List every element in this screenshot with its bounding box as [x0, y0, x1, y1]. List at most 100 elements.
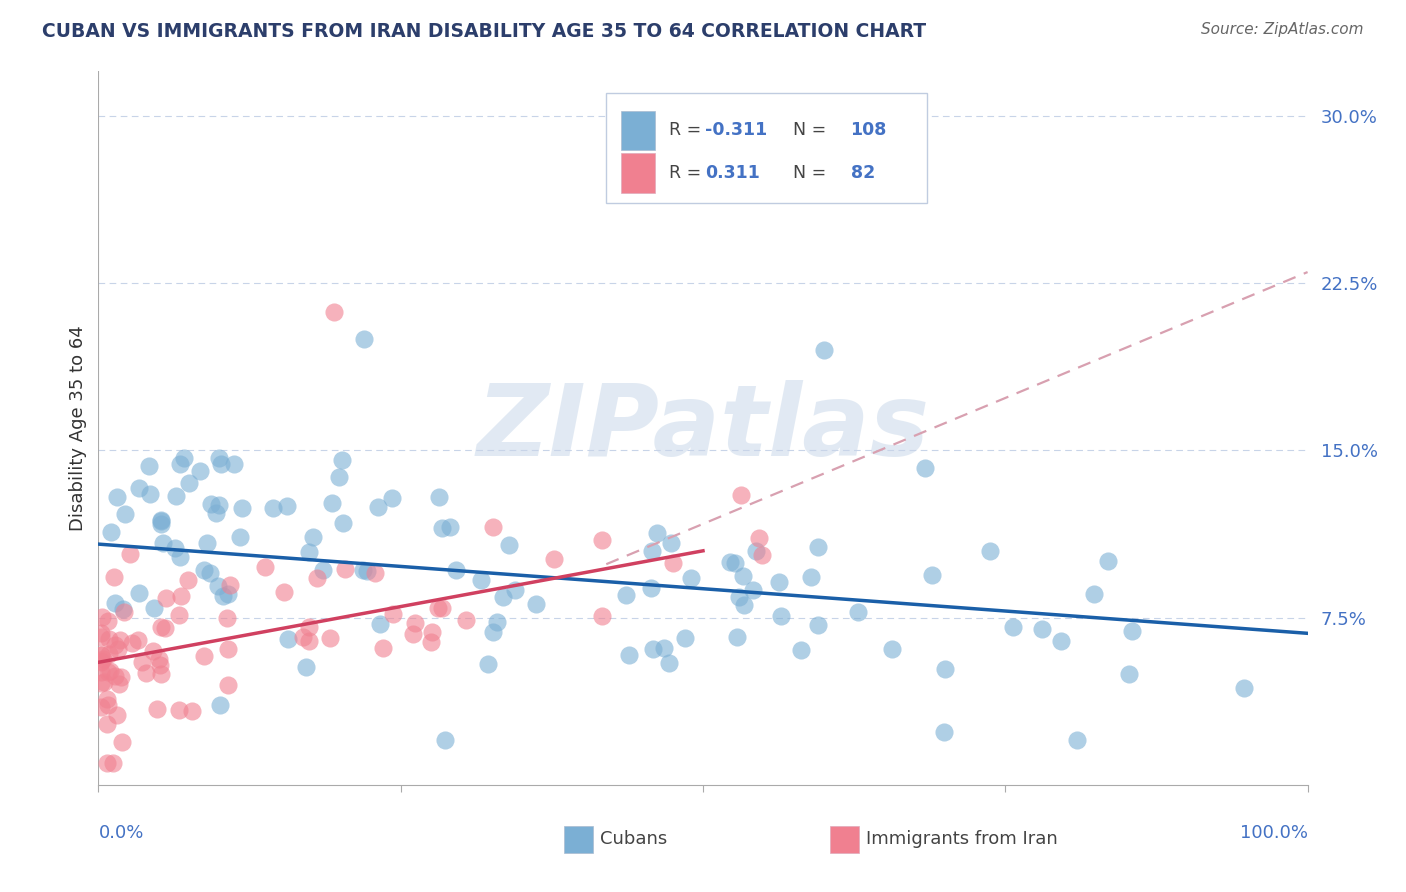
Text: R =: R =	[669, 121, 707, 139]
Point	[198, 566, 221, 581]
Text: ZIPatlas: ZIPatlas	[477, 380, 929, 476]
Point	[219, 578, 242, 592]
Point	[470, 573, 492, 587]
Point	[91, 652, 114, 666]
Text: 0.311: 0.311	[706, 164, 761, 182]
Point	[1097, 554, 1119, 568]
Point	[790, 642, 813, 657]
Point	[93, 674, 115, 689]
Point	[90, 676, 112, 690]
Point	[97, 614, 120, 628]
Point	[90, 700, 112, 714]
Point	[91, 610, 114, 624]
Point	[641, 641, 664, 656]
Point	[420, 624, 443, 639]
Point	[498, 538, 520, 552]
Point	[914, 460, 936, 475]
Point	[673, 631, 696, 645]
Point	[105, 490, 128, 504]
FancyBboxPatch shape	[606, 93, 927, 203]
Point	[207, 579, 229, 593]
Point	[111, 735, 134, 749]
FancyBboxPatch shape	[621, 111, 655, 150]
Point	[503, 582, 526, 597]
Text: N =: N =	[782, 164, 831, 182]
Point	[434, 733, 457, 747]
Point	[321, 496, 343, 510]
Point	[208, 450, 231, 465]
Point	[97, 647, 120, 661]
Point	[193, 649, 215, 664]
Point	[108, 677, 131, 691]
FancyBboxPatch shape	[564, 826, 593, 853]
Point	[253, 559, 276, 574]
Point	[90, 626, 112, 640]
Point	[193, 563, 215, 577]
Point	[807, 618, 830, 632]
Point	[1050, 634, 1073, 648]
Point	[128, 481, 150, 495]
Point	[380, 491, 402, 506]
Text: 108: 108	[851, 121, 887, 139]
Point	[381, 607, 404, 621]
Point	[110, 670, 132, 684]
Point	[486, 615, 509, 629]
Text: 100.0%: 100.0%	[1240, 824, 1308, 842]
Point	[430, 521, 453, 535]
Point	[731, 569, 754, 583]
Point	[200, 497, 222, 511]
Point	[169, 549, 191, 564]
Point	[769, 608, 792, 623]
Point	[176, 573, 198, 587]
Point	[724, 556, 747, 570]
Point	[98, 632, 121, 647]
Point	[150, 514, 173, 528]
Point	[104, 638, 127, 652]
Point	[150, 620, 173, 634]
Point	[640, 582, 662, 596]
Point	[97, 665, 120, 679]
Point	[652, 640, 675, 655]
Point	[276, 499, 298, 513]
Point	[813, 343, 835, 358]
Point	[128, 586, 150, 600]
Point	[1233, 681, 1256, 695]
Point	[727, 590, 749, 604]
Point	[333, 562, 356, 576]
Point	[145, 701, 167, 715]
Point	[439, 520, 461, 534]
Point	[90, 648, 112, 663]
Point	[97, 698, 120, 713]
Text: CUBAN VS IMMIGRANTS FROM IRAN DISABILITY AGE 35 TO 64 CORRELATION CHART: CUBAN VS IMMIGRANTS FROM IRAN DISABILITY…	[42, 22, 927, 41]
Point	[149, 516, 172, 531]
Point	[404, 615, 426, 630]
Point	[454, 613, 477, 627]
Point	[301, 531, 323, 545]
Point	[768, 575, 790, 590]
Text: R =: R =	[669, 164, 707, 182]
Point	[96, 756, 118, 770]
Point	[167, 703, 190, 717]
Point	[152, 536, 174, 550]
Point	[167, 608, 190, 623]
Point	[427, 600, 450, 615]
Point	[846, 605, 869, 619]
Point	[312, 563, 335, 577]
Point	[173, 451, 195, 466]
Point	[1031, 622, 1053, 636]
Point	[880, 642, 903, 657]
Point	[277, 632, 299, 646]
Point	[155, 591, 177, 605]
Text: -0.311: -0.311	[706, 121, 768, 139]
Point	[298, 545, 321, 559]
Text: 82: 82	[851, 164, 875, 182]
Text: N =: N =	[782, 121, 831, 139]
Point	[733, 598, 755, 612]
Point	[90, 655, 112, 669]
Point	[110, 632, 132, 647]
Point	[419, 635, 441, 649]
Point	[131, 655, 153, 669]
Point	[262, 501, 284, 516]
Point	[217, 611, 239, 625]
Point	[745, 544, 768, 558]
